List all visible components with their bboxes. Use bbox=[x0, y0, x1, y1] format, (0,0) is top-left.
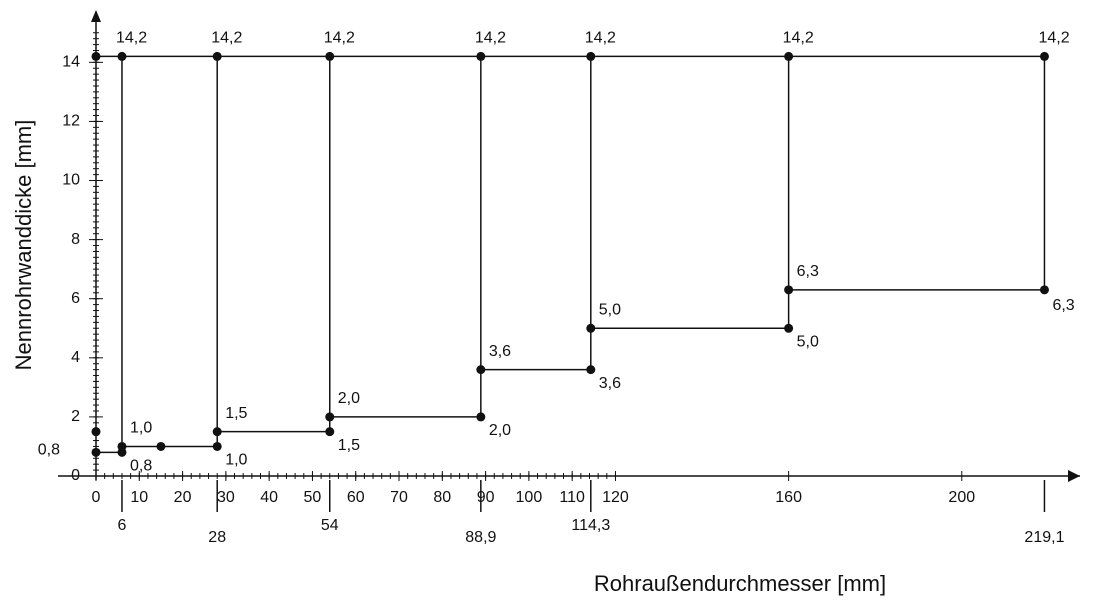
point bbox=[212, 51, 222, 61]
y-tick-label: 2 bbox=[71, 408, 80, 425]
point bbox=[325, 427, 335, 437]
x-tick-label: 40 bbox=[260, 489, 278, 506]
data-label: 14,2 bbox=[324, 30, 355, 47]
y-tick-label: 10 bbox=[62, 172, 80, 189]
data-label: 14,2 bbox=[116, 30, 147, 47]
x-tick-label: 100 bbox=[516, 489, 543, 506]
data-label: 1,5 bbox=[338, 437, 360, 454]
x-tick-label-secondary: 219,1 bbox=[1024, 529, 1064, 546]
x-tick-label: 70 bbox=[390, 489, 408, 506]
data-label: 2,0 bbox=[489, 422, 511, 439]
x-tick-label: 10 bbox=[130, 489, 148, 506]
data-label: 5,0 bbox=[599, 301, 621, 318]
y-tick-label: 14 bbox=[62, 54, 80, 71]
x-tick-label-secondary: 114,3 bbox=[571, 517, 610, 534]
point bbox=[117, 51, 127, 61]
data-label: 14,2 bbox=[475, 30, 506, 47]
data-label: 3,6 bbox=[599, 375, 621, 392]
point bbox=[117, 441, 127, 451]
x-tick-label: 20 bbox=[174, 489, 192, 506]
data-label: 0,8 bbox=[38, 442, 60, 459]
x-tick-label-secondary: 6 bbox=[118, 517, 127, 534]
point bbox=[91, 51, 101, 61]
x-tick-label: 50 bbox=[304, 489, 322, 506]
data-label: 14,2 bbox=[1038, 30, 1069, 47]
point bbox=[91, 447, 101, 457]
data-label: 5,0 bbox=[797, 333, 819, 350]
point bbox=[1039, 285, 1049, 295]
x-tick-label: 0 bbox=[92, 489, 101, 506]
point bbox=[325, 51, 335, 61]
x-tick-label: 60 bbox=[347, 489, 365, 506]
data-label: 6,3 bbox=[797, 263, 819, 280]
data-label: 1,5 bbox=[225, 405, 247, 422]
y-tick-label: 6 bbox=[71, 290, 80, 307]
y-tick-label: 0 bbox=[71, 467, 80, 484]
x-tick-label: 80 bbox=[433, 489, 451, 506]
y-tick-label: 4 bbox=[71, 349, 80, 366]
x-tick-label-secondary: 88,9 bbox=[465, 529, 496, 546]
data-label: 3,6 bbox=[489, 343, 511, 360]
point bbox=[586, 365, 596, 375]
point bbox=[476, 365, 486, 375]
x-tick-label-secondary: 54 bbox=[321, 517, 339, 534]
point bbox=[156, 441, 166, 451]
x-tick-label: 200 bbox=[948, 489, 975, 506]
y-tick-label: 8 bbox=[71, 231, 80, 248]
data-label: 1,0 bbox=[225, 452, 247, 469]
point bbox=[586, 323, 596, 333]
point bbox=[325, 412, 335, 422]
y-tick-label: 12 bbox=[62, 113, 80, 130]
data-label: 14,2 bbox=[585, 30, 616, 47]
x-tick-label: 90 bbox=[477, 489, 495, 506]
point bbox=[784, 285, 794, 295]
point bbox=[212, 441, 222, 451]
point bbox=[476, 51, 486, 61]
x-tick-label: 120 bbox=[602, 489, 629, 506]
point bbox=[91, 427, 101, 437]
x-tick-label: 110 bbox=[559, 489, 585, 506]
data-label: 6,3 bbox=[1052, 297, 1074, 314]
x-arrow bbox=[1068, 470, 1080, 482]
x-tick-label: 30 bbox=[217, 489, 235, 506]
point bbox=[784, 323, 794, 333]
x-axis-title: Rohraußendurchmesser [mm] bbox=[594, 571, 886, 596]
data-label: 1,0 bbox=[130, 420, 152, 437]
point bbox=[1039, 51, 1049, 61]
data-label: 14,2 bbox=[783, 30, 814, 47]
point bbox=[476, 412, 486, 422]
x-tick-label: 160 bbox=[775, 489, 802, 506]
series-line bbox=[96, 289, 1045, 454]
y-arrow bbox=[91, 10, 101, 22]
point bbox=[212, 427, 222, 437]
x-tick-label-secondary: 28 bbox=[208, 529, 226, 546]
y-axis-title: Nennrohrwanddicke [mm] bbox=[11, 120, 36, 371]
data-label: 2,0 bbox=[338, 390, 360, 407]
point bbox=[586, 51, 596, 61]
point bbox=[784, 51, 794, 61]
data-label: 0,8 bbox=[130, 458, 152, 475]
data-label: 14,2 bbox=[211, 30, 242, 47]
